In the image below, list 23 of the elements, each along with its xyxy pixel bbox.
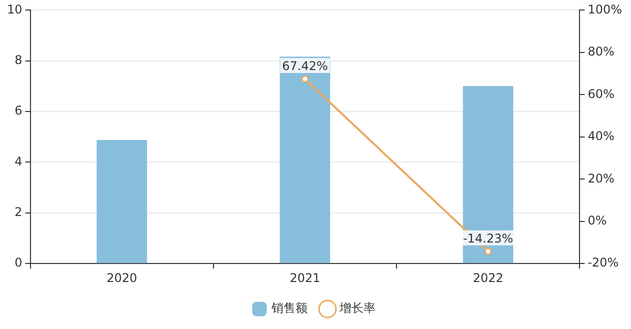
y-tick-label: 0 <box>14 256 22 270</box>
y2-tick-label: -20% <box>588 256 619 270</box>
data-label: -14.23% <box>463 232 514 246</box>
legend-label: 增长率 <box>338 301 376 316</box>
y-tick-label: 8 <box>14 53 22 68</box>
y-tick-label: 6 <box>14 104 22 118</box>
y2-tick-label: 60% <box>588 86 614 101</box>
x-tick-label: 2021 <box>290 270 320 285</box>
bar <box>96 140 148 264</box>
y2-tick-label: 40% <box>588 129 614 144</box>
y2-tick-label: 0% <box>588 213 607 228</box>
y2-tick-label: 80% <box>588 44 614 59</box>
y2-tick-label: 20% <box>588 171 614 186</box>
x-tick-label: 2020 <box>106 270 138 285</box>
legend-label: 销售额 <box>270 301 308 316</box>
y-tick-label: 4 <box>14 154 22 168</box>
y-tick-label: 10 <box>6 2 22 16</box>
bar <box>280 56 330 264</box>
bar <box>462 86 514 264</box>
y2-tick-label: 100% <box>588 2 622 16</box>
data-label: 67.42% <box>282 59 328 74</box>
y-tick-label: 2 <box>14 205 22 220</box>
x-tick-label: 2022 <box>472 270 504 285</box>
